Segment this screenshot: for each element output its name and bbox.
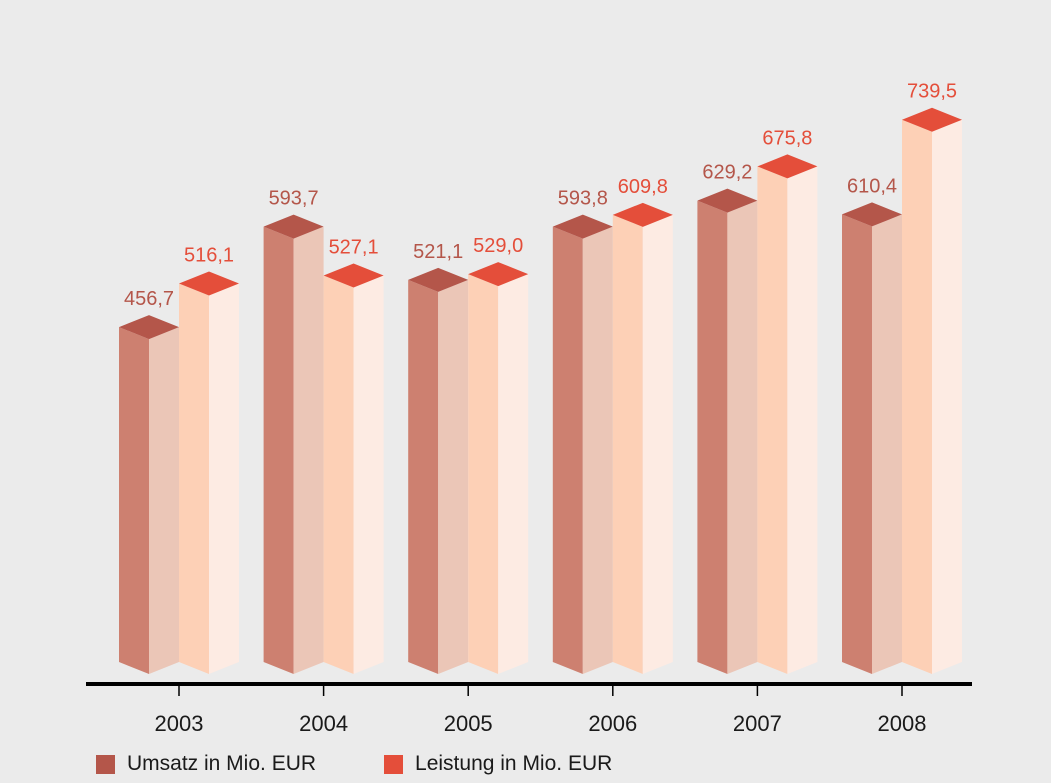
bar-leistung-2003	[179, 271, 239, 674]
x-tick-label-2008: 2008	[878, 711, 927, 736]
bar-leistung-2004	[323, 263, 384, 674]
value-label-umsatz-2003: 456,7	[124, 288, 174, 310]
bar-umsatz-2006	[552, 214, 613, 674]
bar-umsatz-2004	[263, 214, 324, 675]
bar-leistung-2006	[612, 202, 673, 674]
value-label-leistung-2008: 739,5	[907, 81, 957, 103]
legend-label-umsatz: Umsatz in Mio. EUR	[127, 752, 317, 775]
legend-item-umsatz: Umsatz in Mio. EUR	[96, 752, 316, 776]
x-tick-label-2007: 2007	[733, 711, 782, 736]
value-label-umsatz-2008: 610,4	[847, 175, 897, 197]
x-tick-label-2006: 2006	[588, 711, 637, 736]
bar-umsatz-2005	[408, 267, 469, 674]
legend: Umsatz in Mio. EUR Leistung in Mio. EUR	[96, 752, 680, 776]
legend-swatch-leistung	[384, 754, 404, 774]
value-label-umsatz-2006: 593,8	[558, 188, 608, 210]
value-label-umsatz-2007: 629,2	[702, 162, 752, 184]
value-label-leistung-2007: 675,8	[762, 127, 812, 149]
legend-label-leistung: Leistung in Mio. EUR	[415, 752, 613, 775]
x-tick-label-2003: 2003	[155, 711, 204, 736]
bars-layer	[119, 107, 962, 675]
value-labels-layer: 456,7 516,1 593,7 527,1 521,1 529,0 593,8 609,8…	[124, 81, 957, 310]
bar-leistung-2005	[468, 262, 529, 674]
bar-umsatz-2003	[119, 315, 179, 674]
value-label-leistung-2006: 609,8	[618, 176, 668, 198]
x-tick-label-2004: 2004	[299, 711, 348, 736]
x-axis-ticks: 2003 2004 2005 2006 2007 2008	[155, 684, 927, 736]
value-label-umsatz-2005: 521,1	[413, 241, 463, 263]
x-tick-label-2005: 2005	[444, 711, 493, 736]
legend-swatch-umsatz	[96, 754, 115, 774]
bar-umsatz-2008	[842, 202, 902, 674]
bar-umsatz-2007	[697, 188, 758, 674]
value-label-leistung-2004: 527,1	[329, 236, 379, 258]
value-label-leistung-2003: 516,1	[184, 245, 234, 267]
bar-leistung-2007	[757, 154, 818, 675]
bar-leistung-2008	[902, 107, 962, 674]
value-label-leistung-2005: 529,0	[473, 235, 523, 257]
value-label-umsatz-2004: 593,7	[269, 188, 319, 210]
legend-item-leistung: Leistung in Mio. EUR	[384, 752, 612, 776]
